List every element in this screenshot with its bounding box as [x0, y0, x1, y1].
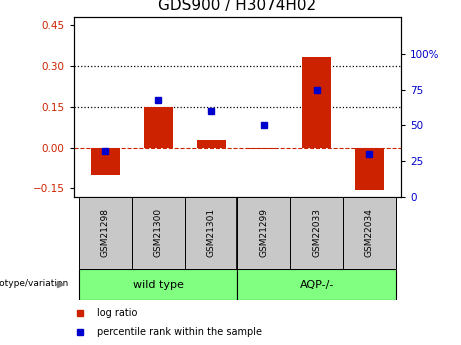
Text: GSM22033: GSM22033: [312, 208, 321, 257]
Text: genotype/variation: genotype/variation: [0, 278, 69, 288]
Bar: [249, 148, 278, 149]
Text: log ratio: log ratio: [97, 308, 137, 318]
FancyBboxPatch shape: [79, 269, 237, 300]
FancyBboxPatch shape: [237, 269, 396, 300]
Bar: [144, 108, 173, 148]
Bar: [91, 148, 120, 175]
Text: AQP-/-: AQP-/-: [299, 280, 334, 289]
Text: GSM22034: GSM22034: [365, 208, 374, 257]
Text: percentile rank within the sample: percentile rank within the sample: [97, 327, 262, 337]
FancyBboxPatch shape: [132, 197, 184, 269]
Text: GSM21300: GSM21300: [154, 208, 163, 257]
FancyBboxPatch shape: [184, 197, 237, 269]
Title: GDS900 / H3074H02: GDS900 / H3074H02: [158, 0, 317, 13]
Text: GSM21301: GSM21301: [207, 208, 216, 257]
Text: wild type: wild type: [133, 280, 183, 289]
FancyBboxPatch shape: [290, 197, 343, 269]
Bar: [196, 140, 225, 148]
Bar: [302, 57, 331, 148]
FancyBboxPatch shape: [237, 197, 290, 269]
FancyBboxPatch shape: [343, 197, 396, 269]
Bar: [355, 148, 384, 190]
FancyBboxPatch shape: [79, 197, 132, 269]
Text: GSM21298: GSM21298: [101, 208, 110, 257]
Text: GSM21299: GSM21299: [259, 208, 268, 257]
